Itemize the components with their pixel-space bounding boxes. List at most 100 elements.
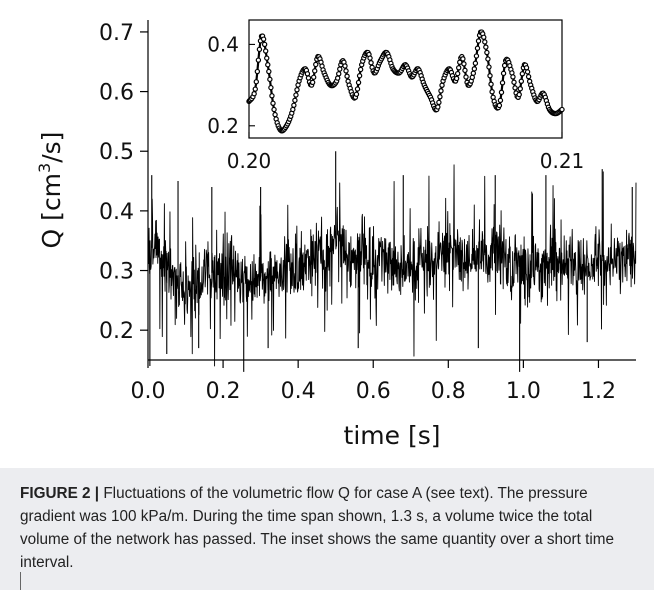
inset-point (357, 66, 364, 73)
inset-point (312, 68, 318, 74)
main-x-tick-label: 1.2 (581, 379, 616, 404)
inset-point (268, 84, 274, 91)
main-x-tick-label: 0.2 (206, 379, 241, 404)
inset-point (483, 44, 489, 50)
main-y-tick-label: 0.3 (99, 260, 134, 285)
inset-point (290, 106, 296, 113)
main-y-tick-label: 0.4 (99, 200, 134, 225)
inset-point (500, 70, 507, 77)
main-x-tick-label: 0.0 (131, 379, 166, 404)
inset-point (498, 89, 505, 96)
inset-point (439, 82, 445, 89)
inset-point (261, 41, 268, 48)
inset-point (497, 97, 504, 104)
inset-point (254, 68, 261, 75)
inset-point (252, 86, 258, 92)
inset-point (354, 86, 361, 92)
inset-point (517, 86, 523, 92)
main-y-tick-label: 0.7 (99, 21, 134, 46)
inset-point (355, 79, 362, 86)
inset-point (262, 48, 269, 54)
inset-point (337, 66, 343, 72)
figure-caption: FIGURE 2 | Fluctuations of the volumetri… (0, 468, 654, 590)
inset-point (334, 75, 341, 81)
inset-point (463, 74, 469, 80)
inset-point (356, 73, 363, 79)
inset-point (270, 100, 276, 106)
inset-point (454, 70, 461, 77)
figure-chart-area: 0.2 0.3 0.4 0.5 0.6 0.7 0.0 0.2 0.4 0.6 0.8 1.0 1.2… (35, 19, 637, 450)
inset-x-ticks: 0.20 0.21 (227, 132, 585, 173)
main-y-axis-label: Q [cm3/s] (35, 132, 66, 249)
inset-point (484, 49, 490, 56)
inset-point (266, 68, 272, 75)
inset-point (472, 60, 479, 66)
main-series-line (147, 164, 637, 367)
inset-point (344, 73, 350, 79)
main-x-axis-label: time [s] (344, 421, 441, 450)
inset-point (353, 91, 360, 97)
inset-point (501, 62, 508, 69)
main-x-tick-label: 0.4 (281, 379, 316, 404)
inset-point (516, 91, 522, 98)
inset-point (272, 111, 278, 118)
inset-point (292, 97, 298, 104)
inset-point (470, 70, 477, 76)
inset-y-ticks: 0.2 0.4 (207, 32, 255, 138)
main-y-tick-label: 0.5 (99, 140, 134, 165)
inset-point (489, 88, 495, 95)
inset-point (469, 74, 475, 81)
inset-point (511, 79, 517, 85)
inset-point (367, 55, 373, 61)
inset-point (461, 61, 467, 67)
inset-point (436, 99, 442, 106)
inset-point (294, 87, 300, 93)
inset-point (510, 74, 516, 80)
inset-point (525, 73, 532, 80)
inset-point (518, 78, 525, 84)
inset-point (471, 66, 478, 72)
inset-y-tick-label: 0.2 (207, 114, 239, 138)
main-x-tick-label: 0.6 (356, 379, 391, 404)
inset-point (499, 80, 506, 86)
inset-point (342, 63, 348, 69)
main-x-tick-label: 1.0 (506, 379, 541, 404)
inset-point (486, 64, 492, 70)
inset-point (487, 72, 493, 79)
inset-point (368, 60, 374, 66)
inset-point (309, 79, 316, 86)
main-series-group (147, 151, 637, 372)
inset-point (485, 56, 491, 62)
inset-point (251, 90, 257, 97)
inset-point (438, 88, 444, 94)
inset-point (435, 104, 441, 110)
inset-point (255, 57, 262, 63)
inset-point (267, 76, 273, 83)
inset-point (473, 53, 480, 59)
inset-point (253, 79, 259, 85)
main-y-tick-label: 0.2 (99, 319, 134, 344)
inset-point (336, 71, 342, 77)
inset-point (313, 61, 319, 68)
main-y-ticks: 0.2 0.3 0.4 0.5 0.6 0.7 (99, 21, 148, 344)
inset-series-group (246, 29, 565, 134)
inset-x-tick-label: 0.20 (227, 149, 272, 173)
inset-point (437, 94, 443, 100)
inset-point (524, 69, 531, 75)
inset-point (488, 81, 494, 87)
inset-point (265, 62, 271, 68)
inset-point (271, 106, 277, 113)
inset-point (256, 46, 263, 53)
inset-frame (248, 19, 563, 139)
inset-point (293, 92, 299, 98)
inset-point (291, 102, 297, 108)
flow-chart-svg: 0.2 0.3 0.4 0.5 0.6 0.7 0.0 0.2 0.4 0.6 0.8 1.0 1.2… (35, 19, 637, 450)
inset-point (481, 34, 487, 40)
inset-point (496, 102, 503, 109)
inset-point (304, 71, 311, 77)
inset-x-tick-label: 0.21 (540, 149, 585, 173)
inset-point (474, 45, 481, 51)
inset-y-tick-label: 0.4 (207, 32, 239, 56)
caption-rule (20, 572, 21, 590)
inset-point (559, 106, 565, 113)
